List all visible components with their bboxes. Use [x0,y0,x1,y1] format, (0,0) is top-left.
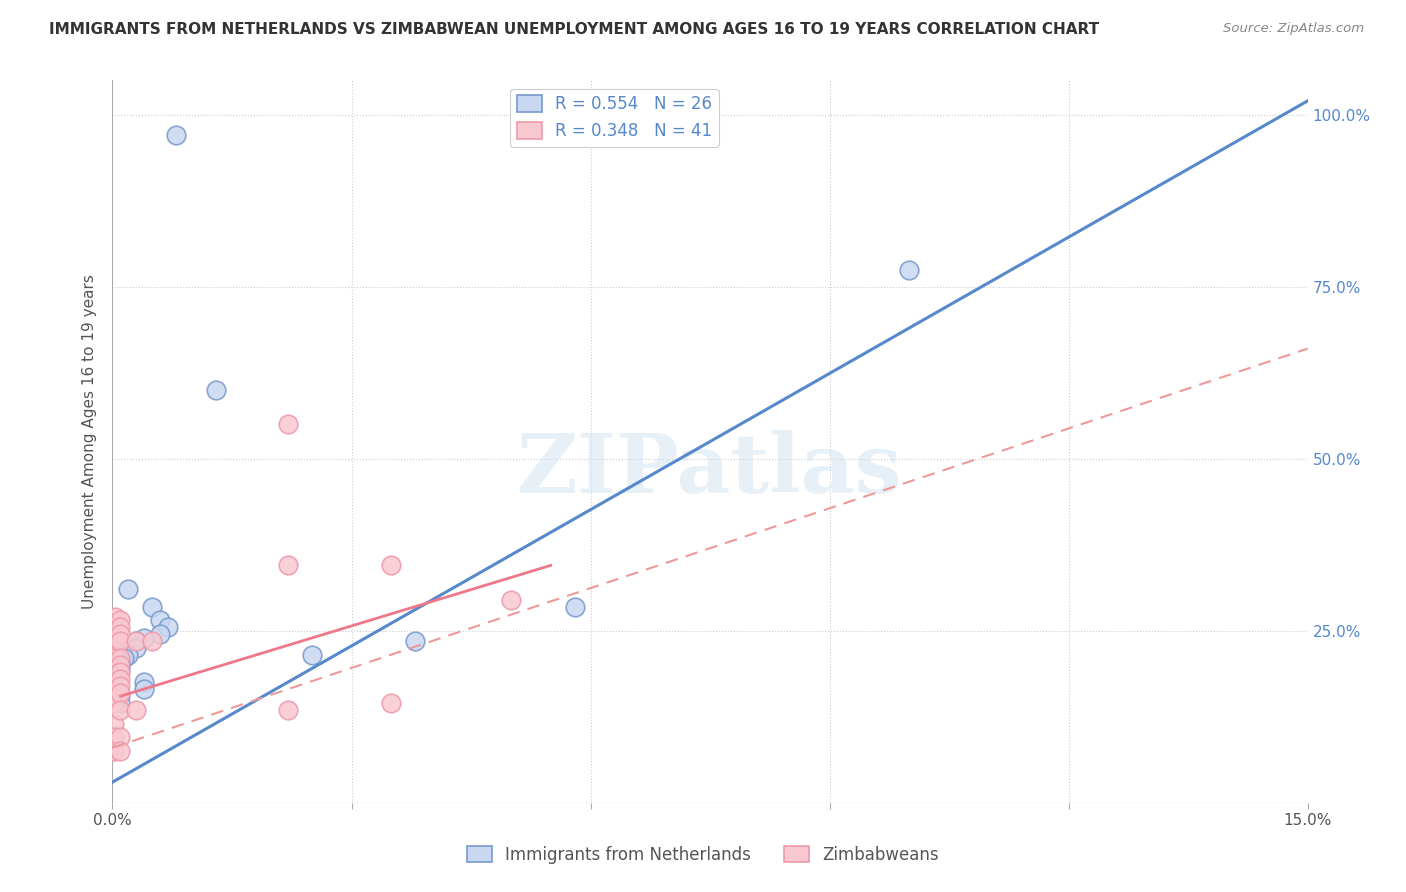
Point [277,703,299,717]
Point [110,627,132,641]
Point [110,686,132,700]
Point [110,620,132,634]
Point [301,648,323,662]
Point [105,665,128,679]
Point [134,631,156,645]
Point [103,731,125,745]
Point [157,620,180,634]
Point [125,634,148,648]
Point [110,658,132,673]
Point [104,640,127,655]
Point [117,582,139,597]
Point [205,383,228,397]
Point [110,655,132,669]
Point [114,651,135,665]
Legend: Immigrants from Netherlands, Zimbabweans: Immigrants from Netherlands, Zimbabweans [460,839,946,871]
Point [104,665,127,679]
Point [103,648,125,662]
Point [149,627,172,641]
Point [564,599,586,614]
Point [110,744,132,758]
Point [149,614,172,628]
Y-axis label: Unemployment Among Ages 16 to 19 years: Unemployment Among Ages 16 to 19 years [82,274,97,609]
Point [103,668,125,682]
Point [103,651,125,665]
Point [141,634,163,648]
Point [110,614,132,628]
Point [103,679,125,693]
Point [110,679,132,693]
Point [110,731,132,745]
Point [125,640,148,655]
Point [104,610,127,624]
Text: IMMIGRANTS FROM NETHERLANDS VS ZIMBABWEAN UNEMPLOYMENT AMONG AGES 16 TO 19 YEARS: IMMIGRANTS FROM NETHERLANDS VS ZIMBABWEA… [49,22,1099,37]
Legend: R = 0.554   N = 26, R = 0.348   N = 41: R = 0.554 N = 26, R = 0.348 N = 41 [510,88,718,146]
Point [110,672,132,686]
Point [103,696,125,710]
Point [277,558,299,573]
Point [110,662,132,676]
Point [110,696,132,710]
Point [103,644,125,658]
Point [110,665,132,679]
Point [110,658,132,673]
Point [103,662,125,676]
Point [404,634,426,648]
Point [103,686,125,700]
Point [277,417,299,432]
Point [105,658,128,673]
Point [110,689,132,703]
Point [104,634,127,648]
Point [103,658,125,673]
Point [103,716,125,731]
Point [134,675,156,690]
Point [499,592,522,607]
Point [110,634,132,648]
Point [103,675,125,690]
Point [104,624,127,638]
Point [104,620,127,634]
Point [103,744,125,758]
Point [110,703,132,717]
Point [380,558,402,573]
Point [165,128,187,143]
Text: ZIPatlas: ZIPatlas [517,431,903,510]
Point [898,262,921,277]
Point [141,599,163,614]
Point [117,648,139,662]
Point [110,651,132,665]
Point [125,634,148,648]
Text: Source: ZipAtlas.com: Source: ZipAtlas.com [1223,22,1364,36]
Point [134,682,156,697]
Point [125,703,148,717]
Point [103,689,125,703]
Point [380,696,402,710]
